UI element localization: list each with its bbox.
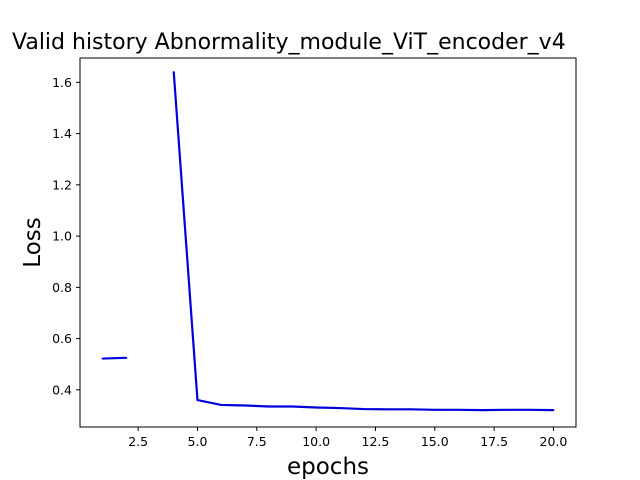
x-tick-label: 15.0	[421, 434, 449, 449]
x-axis: 2.5 5.0 7.5 10.0 12.5 15.0 17.5 20.0	[128, 427, 567, 449]
data-point	[410, 408, 413, 411]
data-point	[101, 357, 104, 360]
y-tick-label: 0.8	[52, 280, 72, 295]
data-point	[243, 404, 246, 407]
data-point	[552, 409, 555, 412]
loss-line-segment	[172, 72, 554, 412]
x-tick-label: 2.5	[128, 434, 148, 449]
y-tick-label: 0.4	[52, 382, 72, 397]
x-tick-label: 10.0	[302, 434, 330, 449]
y-tick-label: 1.4	[52, 126, 72, 141]
data-point	[433, 408, 436, 411]
x-tick-label: 7.5	[247, 434, 267, 449]
series-layer	[101, 71, 555, 412]
data-point	[291, 405, 294, 408]
y-tick-label: 1.2	[52, 177, 72, 192]
x-tick-label: 20.0	[540, 434, 568, 449]
y-tick-label: 0.6	[52, 331, 72, 346]
data-point	[457, 408, 460, 411]
data-point	[504, 408, 507, 411]
data-point	[362, 408, 365, 411]
data-point	[386, 408, 389, 411]
y-tick-label: 1.0	[52, 229, 72, 244]
plot-frame	[79, 57, 577, 428]
data-point	[338, 407, 341, 410]
chart-title: Valid history Abnormality_module_ViT_enc…	[12, 30, 566, 55]
data-point	[528, 408, 531, 411]
data-point	[172, 71, 175, 74]
y-axis: 0.4 0.6 0.8 1.0 1.2 1.4 1.6	[52, 75, 80, 397]
x-tick-label: 17.5	[480, 434, 508, 449]
loss-line-segment	[102, 356, 127, 360]
data-point	[125, 356, 128, 359]
data-point	[220, 403, 223, 406]
data-point	[315, 406, 318, 409]
x-axis-label: epochs	[287, 454, 369, 480]
y-tick-label: 1.6	[52, 75, 72, 90]
x-tick-label: 12.5	[362, 434, 390, 449]
x-tick-label: 5.0	[188, 434, 208, 449]
data-point	[196, 399, 199, 402]
data-point	[267, 405, 270, 408]
y-axis-label: Loss	[20, 217, 46, 267]
data-point	[481, 409, 484, 412]
